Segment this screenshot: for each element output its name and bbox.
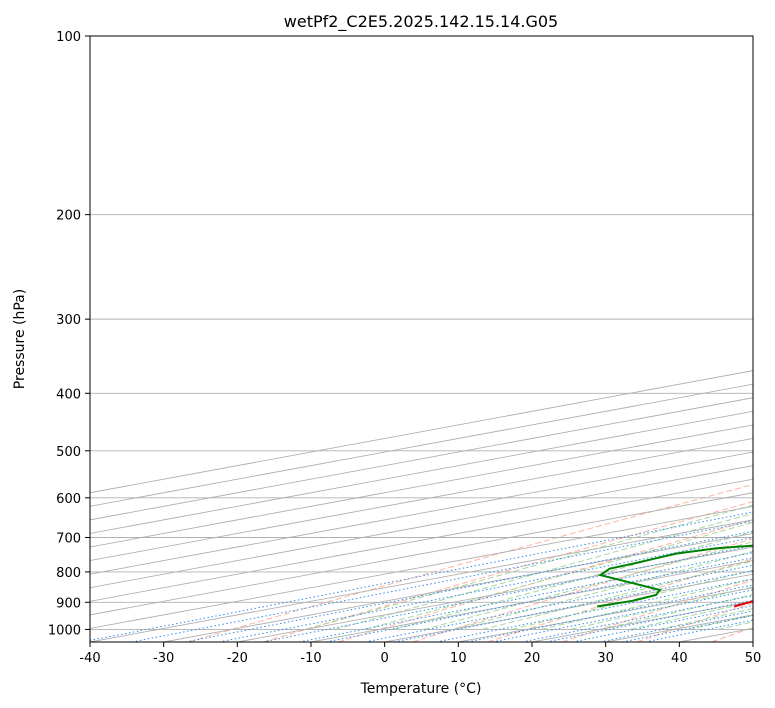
moist-adiabat — [393, 531, 753, 630]
mixing-ratio-line — [185, 530, 753, 642]
y-tick-label: 500 — [56, 445, 81, 460]
y-tick-label: 900 — [56, 596, 81, 611]
x-tick-label: 10 — [450, 651, 467, 666]
isotherm — [163, 532, 753, 642]
moist-adiabat — [511, 569, 753, 630]
background-lines — [90, 36, 753, 642]
chart-title: wetPf2_C2E5.2025.142.15.14.G05 — [284, 12, 558, 32]
x-tick-label: 30 — [597, 651, 614, 666]
y-tick-label: 1000 — [48, 623, 81, 638]
moist-adiabat — [305, 504, 753, 630]
x-tick-label: 20 — [524, 651, 541, 666]
y-tick-label: 700 — [56, 532, 81, 547]
dry-adiabat — [263, 501, 753, 642]
mixing-ratio-line — [299, 552, 753, 642]
y-tick-label: 800 — [56, 566, 81, 581]
x-axis-label: Temperature (°C) — [360, 681, 482, 697]
x-tick-label: 40 — [671, 651, 688, 666]
y-axis-label: Pressure (hPa) — [12, 289, 28, 389]
mixing-ratio-line — [436, 578, 753, 642]
dewpoint-line — [596, 544, 753, 608]
x-tick-label: -20 — [227, 651, 248, 666]
x-tick-label: -10 — [300, 651, 321, 666]
y-tick-label: 100 — [56, 30, 81, 45]
mixing-ratio-line — [365, 564, 753, 642]
dry-adiabat — [188, 484, 753, 642]
isotherm — [90, 478, 753, 602]
isotherm — [90, 451, 753, 575]
axes: -40 -30 -20 -10 0 10 20 30 40 50 100 200 300 400 500 60… — [48, 30, 761, 666]
isotherm — [90, 465, 753, 589]
moist-adiabat — [334, 512, 753, 630]
isotherm — [90, 505, 753, 629]
moist-adiabat — [423, 541, 753, 630]
isotherm — [90, 492, 753, 616]
moist-adiabat — [364, 521, 753, 630]
isotherm — [90, 438, 753, 562]
x-tick-label: -30 — [153, 651, 174, 666]
isotherm — [90, 424, 753, 548]
plot-frame — [89, 35, 754, 643]
y-tick-label: 300 — [56, 313, 81, 328]
x-tick-label: -40 — [79, 651, 100, 666]
x-tick-label: 50 — [745, 651, 762, 666]
mixing-ratio-line — [394, 570, 753, 642]
mixing-ratio-line — [467, 584, 753, 642]
y-tick-label: 600 — [56, 492, 81, 507]
y-tick-label: 400 — [56, 387, 81, 402]
moist-adiabat — [541, 578, 753, 630]
x-tick-label: 0 — [381, 651, 389, 666]
profile-series — [596, 544, 753, 608]
moist-adiabat — [570, 586, 753, 630]
dry-adiabat — [338, 519, 753, 642]
mixing-ratio-line — [326, 557, 753, 642]
dry-adiabat — [562, 579, 753, 642]
isotherm — [90, 519, 753, 642]
y-tick-label: 200 — [56, 209, 81, 224]
dry-adiabat — [487, 558, 753, 642]
